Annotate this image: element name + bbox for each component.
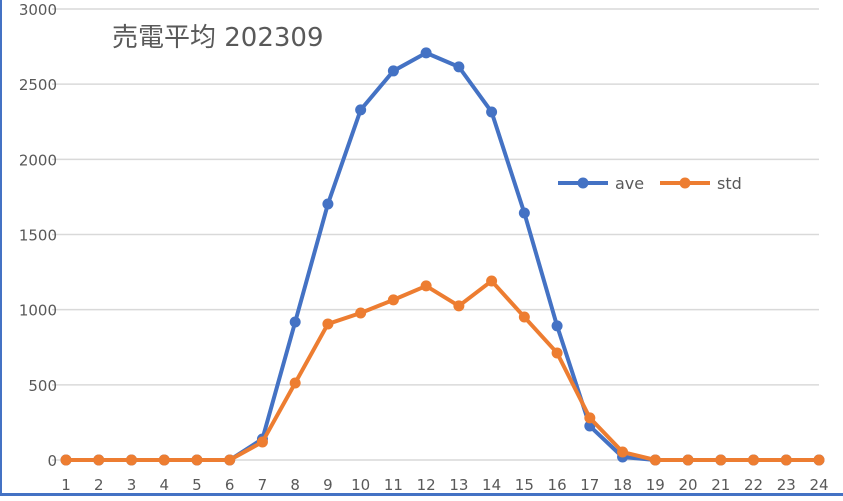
x-tick-label: 16 [548, 476, 567, 494]
y-tick-label: 3000 [19, 1, 57, 19]
x-tick-label: 14 [482, 476, 501, 494]
x-tick-label: 5 [192, 476, 202, 494]
x-tick-label: 1 [61, 476, 71, 494]
data-point-marker [224, 454, 236, 466]
data-point-marker [551, 347, 563, 359]
x-tick-label: 18 [613, 476, 632, 494]
data-point-marker [191, 454, 203, 466]
x-tick-label: 4 [159, 476, 169, 494]
legend-label: std [717, 174, 742, 193]
data-point-marker [813, 454, 825, 466]
y-tick-label: 2500 [19, 76, 57, 94]
gridlines [52, 8, 819, 461]
legend-marker-icon [679, 177, 691, 189]
data-point-marker [355, 307, 367, 319]
legend-item-ave: ave [558, 174, 644, 193]
data-point-marker [125, 454, 137, 466]
data-point-marker [322, 198, 334, 210]
legend-label: ave [615, 174, 644, 193]
data-series [60, 47, 825, 466]
data-point-marker [453, 300, 465, 312]
x-tick-label: 6 [225, 476, 235, 494]
data-point-marker [715, 454, 727, 466]
y-axis-ticks: 0 500 1000 1500 2000 2500 3000 [19, 1, 57, 470]
series-line [66, 50, 819, 462]
y-tick-label: 1000 [19, 302, 57, 320]
x-tick-label: 2 [94, 476, 104, 494]
data-point-marker [748, 454, 760, 466]
data-point-marker [420, 280, 432, 292]
x-axis-ticks: 1 2 3 4 5 6 7 8 9 10 11 12 13 14 15 16 17 18 19 20 21 22 23 24 [61, 476, 828, 494]
data-point-marker [682, 454, 694, 466]
data-point-marker [518, 207, 530, 219]
x-tick-label: 24 [809, 476, 828, 494]
y-tick-label: 500 [28, 377, 57, 395]
y-tick-label: 0 [47, 452, 57, 470]
x-tick-label: 9 [323, 476, 333, 494]
data-point-marker [584, 412, 596, 424]
data-point-marker [649, 454, 661, 466]
x-tick-label: 13 [449, 476, 468, 494]
x-tick-label: 8 [290, 476, 300, 494]
data-point-marker [518, 311, 530, 323]
data-point-marker [420, 47, 432, 59]
series-line [66, 278, 819, 462]
x-tick-label: 3 [127, 476, 137, 494]
data-point-marker [256, 436, 268, 448]
x-tick-label: 15 [515, 476, 534, 494]
legend-item-std: std [660, 174, 742, 193]
legend: ave std [558, 174, 742, 193]
data-point-marker [93, 454, 105, 466]
data-point-marker [289, 316, 301, 328]
data-point-marker [486, 106, 498, 118]
data-point-marker [158, 454, 170, 466]
data-point-marker [551, 320, 563, 332]
series-ave [60, 47, 825, 466]
series-std [60, 275, 825, 466]
legend-marker-icon [577, 177, 589, 189]
x-tick-label: 17 [580, 476, 599, 494]
y-tick-label: 1500 [19, 227, 57, 245]
data-point-marker [617, 446, 629, 458]
chart-title: 売電平均 202309 [112, 23, 324, 53]
data-point-marker [355, 104, 367, 116]
data-point-marker [387, 294, 399, 306]
data-point-marker [387, 65, 399, 77]
x-tick-label: 20 [678, 476, 697, 494]
data-point-marker [289, 377, 301, 389]
data-point-marker [60, 454, 72, 466]
data-point-marker [453, 61, 465, 73]
x-tick-label: 11 [384, 476, 403, 494]
y-tick-label: 2000 [19, 151, 57, 169]
x-tick-label: 7 [258, 476, 268, 494]
chart-frame-bottom [0, 493, 843, 496]
x-tick-label: 12 [417, 476, 436, 494]
data-point-marker [780, 454, 792, 466]
data-point-marker [322, 318, 334, 330]
x-tick-label: 19 [646, 476, 665, 494]
x-tick-label: 22 [744, 476, 763, 494]
x-tick-label: 10 [351, 476, 370, 494]
data-point-marker [486, 275, 498, 287]
x-tick-label: 23 [777, 476, 796, 494]
chart-frame-left [0, 0, 2, 496]
x-tick-label: 21 [711, 476, 730, 494]
